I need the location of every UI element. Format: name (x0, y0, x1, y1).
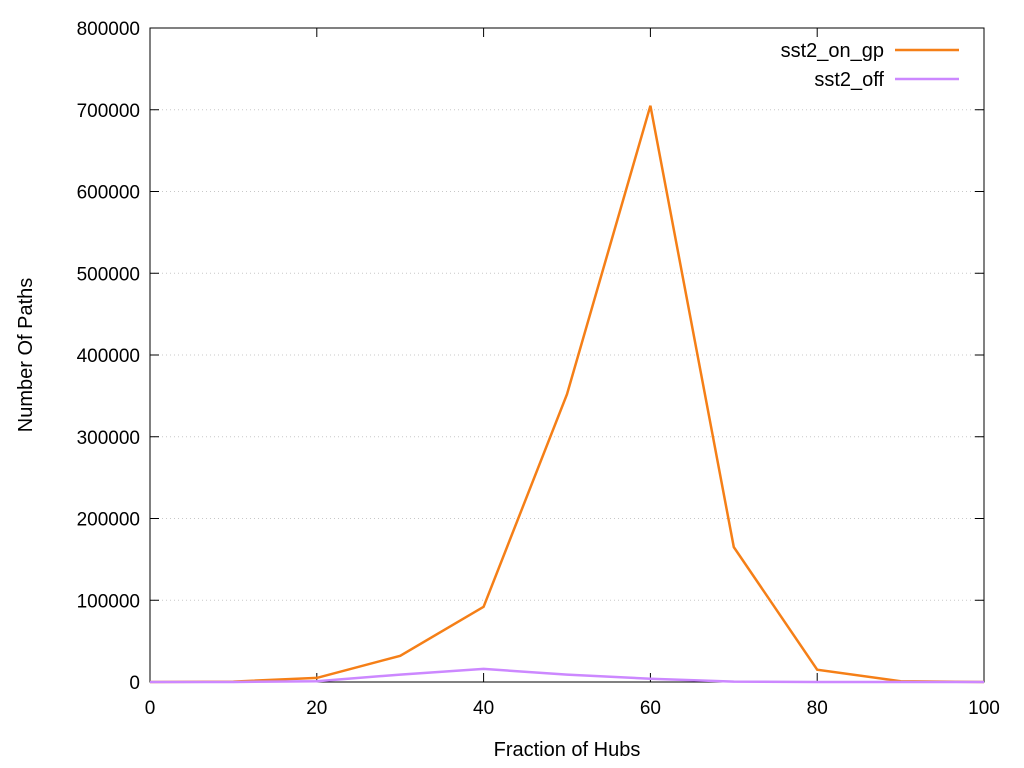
y-axis-label: Number Of Paths (15, 278, 37, 433)
y-tick-label: 800000 (77, 19, 140, 40)
series-lines (149, 105, 985, 684)
y-tick-labels: 0 100000 200000 300000 400000 500000 600000 700… (77, 19, 140, 694)
y-tick-label: 600000 (77, 183, 140, 204)
y-tick-label: 700000 (77, 101, 140, 122)
x-tick-labels: 0 20 40 60 80 100 (145, 698, 1000, 719)
legend: sst2_on_gp sst2_off (781, 40, 959, 91)
y-tick-label: 400000 (77, 346, 140, 367)
x-tick-label: 0 (145, 698, 156, 719)
grid-lines (150, 109, 984, 601)
x-axis-label: Fraction of Hubs (494, 739, 641, 761)
y-tick-label: 0 (129, 673, 140, 694)
x-tick-label: 80 (807, 698, 828, 719)
legend-label: sst2_on_gp (781, 40, 884, 62)
series-line-sst2_off (150, 667, 984, 684)
plot-frame (149, 27, 985, 683)
x-tick-label: 20 (306, 698, 327, 719)
y-tick-label: 300000 (77, 428, 140, 449)
y-tick-label: 500000 (77, 264, 140, 285)
legend-label: sst2_off (814, 69, 884, 91)
x-tick-label: 40 (473, 698, 494, 719)
series-line-sst2_on_gp (149, 105, 985, 684)
y-tick-label: 200000 (77, 510, 140, 531)
y-tick-label: 100000 (77, 591, 140, 612)
x-tick-label: 60 (640, 698, 661, 719)
x-tick-label: 100 (968, 698, 1000, 719)
